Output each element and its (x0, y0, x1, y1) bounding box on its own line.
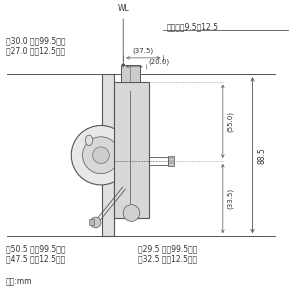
Text: （47.5 壁厕12.5時）: （47.5 壁厕12.5時） (6, 254, 65, 263)
Circle shape (90, 217, 101, 228)
FancyBboxPatch shape (102, 74, 114, 236)
Text: 88.5: 88.5 (257, 147, 266, 164)
Text: （29.5 壁厕99.5時）: （29.5 壁厕99.5時） (138, 244, 197, 253)
Text: WL: WL (117, 4, 129, 13)
Ellipse shape (85, 135, 93, 146)
Circle shape (93, 147, 109, 164)
Text: （27.0 壁厕12.5時）: （27.0 壁厕12.5時） (6, 47, 65, 56)
Text: (33.5): (33.5) (226, 188, 233, 209)
Circle shape (123, 205, 140, 221)
Text: （32.5 壁厕12.5時）: （32.5 壁厕12.5時） (138, 254, 197, 263)
Text: (55.0): (55.0) (226, 111, 233, 132)
Circle shape (82, 137, 119, 174)
Text: （30.0 壁厕99.5時）: （30.0 壁厕99.5時） (6, 36, 65, 45)
FancyBboxPatch shape (114, 82, 148, 218)
Text: （50.5 壁厕99.5時）: （50.5 壁厕99.5時） (6, 244, 65, 253)
FancyBboxPatch shape (168, 156, 174, 166)
Circle shape (71, 125, 131, 185)
Text: 対応壁厚9.5、12.5: 対応壁厚9.5、12.5 (166, 22, 218, 31)
Text: 単位:mm: 単位:mm (6, 278, 32, 287)
FancyBboxPatch shape (121, 65, 140, 82)
FancyBboxPatch shape (89, 220, 94, 225)
Text: (20.0): (20.0) (148, 59, 169, 65)
Text: (37.5): (37.5) (133, 47, 154, 54)
